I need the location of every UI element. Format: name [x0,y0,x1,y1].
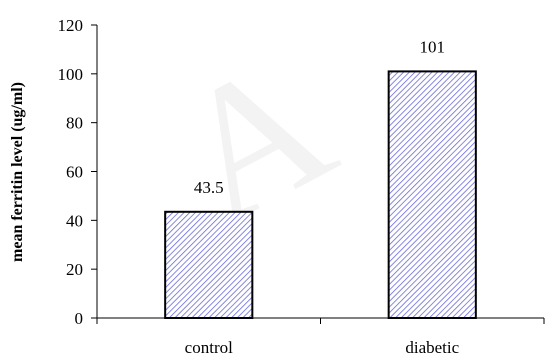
x-tick-label: diabetic [405,338,459,357]
bar-control [164,210,254,320]
y-tick-label: 120 [58,16,84,35]
data-label: 101 [420,37,446,56]
y-tick-label: 100 [58,65,84,84]
y-tick-label: 20 [66,260,83,279]
labels: 0 20 40 60 80 100 120 43.5 control 101 diabetic [58,16,460,357]
bars [164,70,477,320]
y-tick-label: 40 [66,211,83,230]
x-tick-label: control [185,338,233,357]
data-label: 43.5 [194,178,224,197]
y-tick-label: 80 [66,114,83,133]
bar-diabetic [387,70,477,320]
y-tick-label: 0 [75,309,84,328]
y-axis-title: mean ferritin level (ug/ml) [9,82,26,262]
y-tick-label: 60 [66,163,83,182]
